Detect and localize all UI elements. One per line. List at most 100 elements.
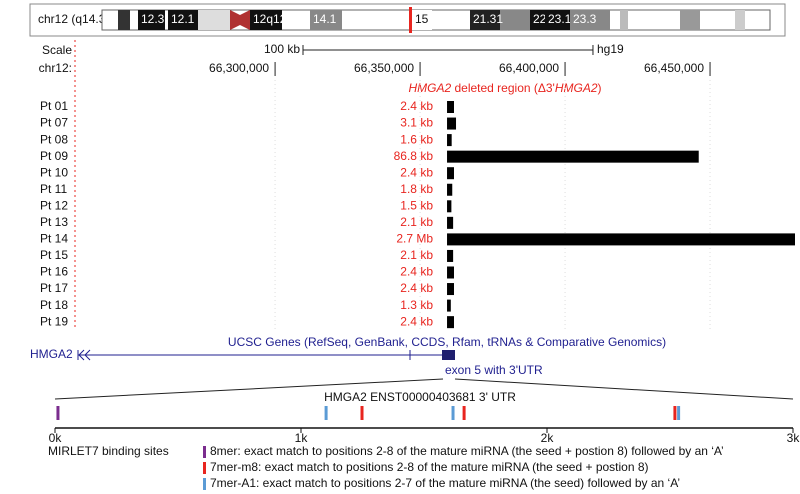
deletion-size: 3.1 kb [400, 116, 433, 130]
deletion-size: 86.8 kb [394, 149, 434, 163]
legend-swatch [203, 462, 206, 474]
band-label: 23.3 [573, 12, 597, 26]
title-part: HMGA2 [555, 81, 598, 95]
chrom-label: chr12: [39, 61, 72, 75]
title-part: ) [598, 81, 602, 95]
deletion-size: 1.8 kb [400, 182, 433, 196]
x-tick-label: 66,400,000 [499, 61, 559, 75]
band [168, 10, 198, 30]
band [545, 10, 570, 30]
utr-tick-label: 2k [541, 431, 555, 445]
scale-label: Scale [42, 43, 72, 57]
patient-name: Pt 09 [40, 149, 68, 163]
deletion-size: 1.3 kb [400, 298, 433, 312]
utr-tick-label: 0k [49, 431, 63, 445]
binding-site [462, 406, 466, 420]
band-label: 12q12 [253, 12, 287, 26]
deletion-size: 2.1 kb [400, 248, 433, 262]
band [250, 10, 282, 30]
band [138, 10, 165, 30]
patient-name: Pt 17 [40, 281, 68, 295]
band-label: 21.31 [473, 12, 503, 26]
legend-label: 8mer: exact match to positions 2-8 of th… [210, 444, 724, 458]
binding-site [56, 406, 60, 420]
patient-name: Pt 16 [40, 265, 68, 279]
deletion-size: 1.5 kb [400, 198, 433, 212]
deletion-bars [447, 101, 795, 329]
patient-name: Pt 15 [40, 248, 68, 262]
deletion-bar [447, 283, 454, 296]
deletion-title: HMGA2 deleted region (Δ3'HMGA2) [408, 81, 601, 95]
zoom-line [454, 378, 794, 400]
title-part: deleted region (Δ3' [451, 81, 555, 95]
deletion-bar [447, 316, 454, 329]
patient-name: Pt 18 [40, 298, 68, 312]
gene-name: HMGA2 [30, 347, 73, 361]
gene-track-title: UCSC Genes (RefSeq, GenBank, CCDS, Rfam,… [228, 335, 666, 349]
deletion-bar [447, 134, 452, 147]
deletion-size: 2.4 kb [400, 265, 433, 279]
binding-site [324, 406, 328, 420]
ideogram: 12.3 12.1 12q12 14.1 15 21.31 22 23.1 23.3 [101, 7, 771, 33]
deletion-bar [447, 183, 453, 196]
legend-swatch [203, 478, 206, 490]
band-label: 12.1 [171, 12, 195, 26]
binding-site [677, 406, 681, 420]
band [470, 10, 500, 30]
assembly: hg19 [597, 42, 624, 56]
band [570, 10, 610, 30]
gene-model [77, 349, 455, 361]
patient-name: Pt 19 [40, 314, 68, 328]
x-tick-label: 66,300,000 [209, 61, 269, 75]
band-label: 12.3 [141, 12, 165, 26]
band [530, 10, 545, 30]
deletion-size: 2.1 kb [400, 215, 433, 229]
band-label: 22 [533, 12, 547, 26]
deletion-bar [447, 299, 451, 312]
legend-label: 7mer-A1: exact match to positions 2-7 of… [210, 476, 680, 490]
x-tick-label: 66,350,000 [354, 61, 414, 75]
band [412, 10, 432, 30]
deletion-size: 2.4 kb [400, 165, 433, 179]
binding-site [673, 406, 677, 420]
exon-label: exon 5 with 3'UTR [445, 363, 543, 377]
legend-title: MIRLET7 binding sites [48, 444, 169, 458]
legend-swatch [203, 446, 206, 458]
ideogram-label: chr12 (q14.3) [38, 12, 109, 26]
deletion-size: 2.7 Mb [396, 232, 433, 246]
band-label: 15 [415, 12, 429, 26]
patient-name: Pt 10 [40, 165, 68, 179]
deletion-bar [447, 266, 454, 279]
band-label: 23.1 [548, 12, 572, 26]
x-tick-label: 66,450,000 [644, 61, 704, 75]
deletion-size: 1.6 kb [400, 132, 433, 146]
band [310, 10, 342, 30]
deletion-bar [447, 167, 454, 180]
utr-title: HMGA2 ENST00000403681 3' UTR [324, 390, 516, 404]
zoom-line [54, 378, 444, 400]
patient-name: Pt 13 [40, 215, 68, 229]
scale-bar-label: 100 kb [264, 42, 300, 56]
deletion-bar [447, 101, 454, 113]
patient-name: Pt 08 [40, 132, 68, 146]
patient-name: Pt 07 [40, 116, 68, 130]
patient-name: Pt 12 [40, 198, 68, 212]
band-label: 14.1 [313, 12, 337, 26]
deletion-bar [447, 117, 457, 130]
title-part: HMGA2 [408, 81, 451, 95]
deletion-bar [447, 249, 454, 262]
deletion-bar [447, 150, 699, 163]
deletion-size: 2.4 kb [400, 99, 433, 113]
binding-site [360, 406, 364, 420]
deletion-bar [447, 200, 452, 213]
utr-tick-label: 3k [787, 431, 800, 445]
deletion-bar [447, 216, 454, 229]
binding-site [451, 406, 455, 420]
patient-name: Pt 11 [40, 182, 67, 196]
utr-tick-label: 1k [295, 431, 309, 445]
deletion-size: 2.4 kb [400, 281, 433, 295]
patient-name: Pt 14 [40, 232, 68, 246]
patient-name: Pt 01 [40, 99, 68, 113]
legend-label: 7mer-m8: exact match to positions 2-8 of… [210, 460, 649, 474]
